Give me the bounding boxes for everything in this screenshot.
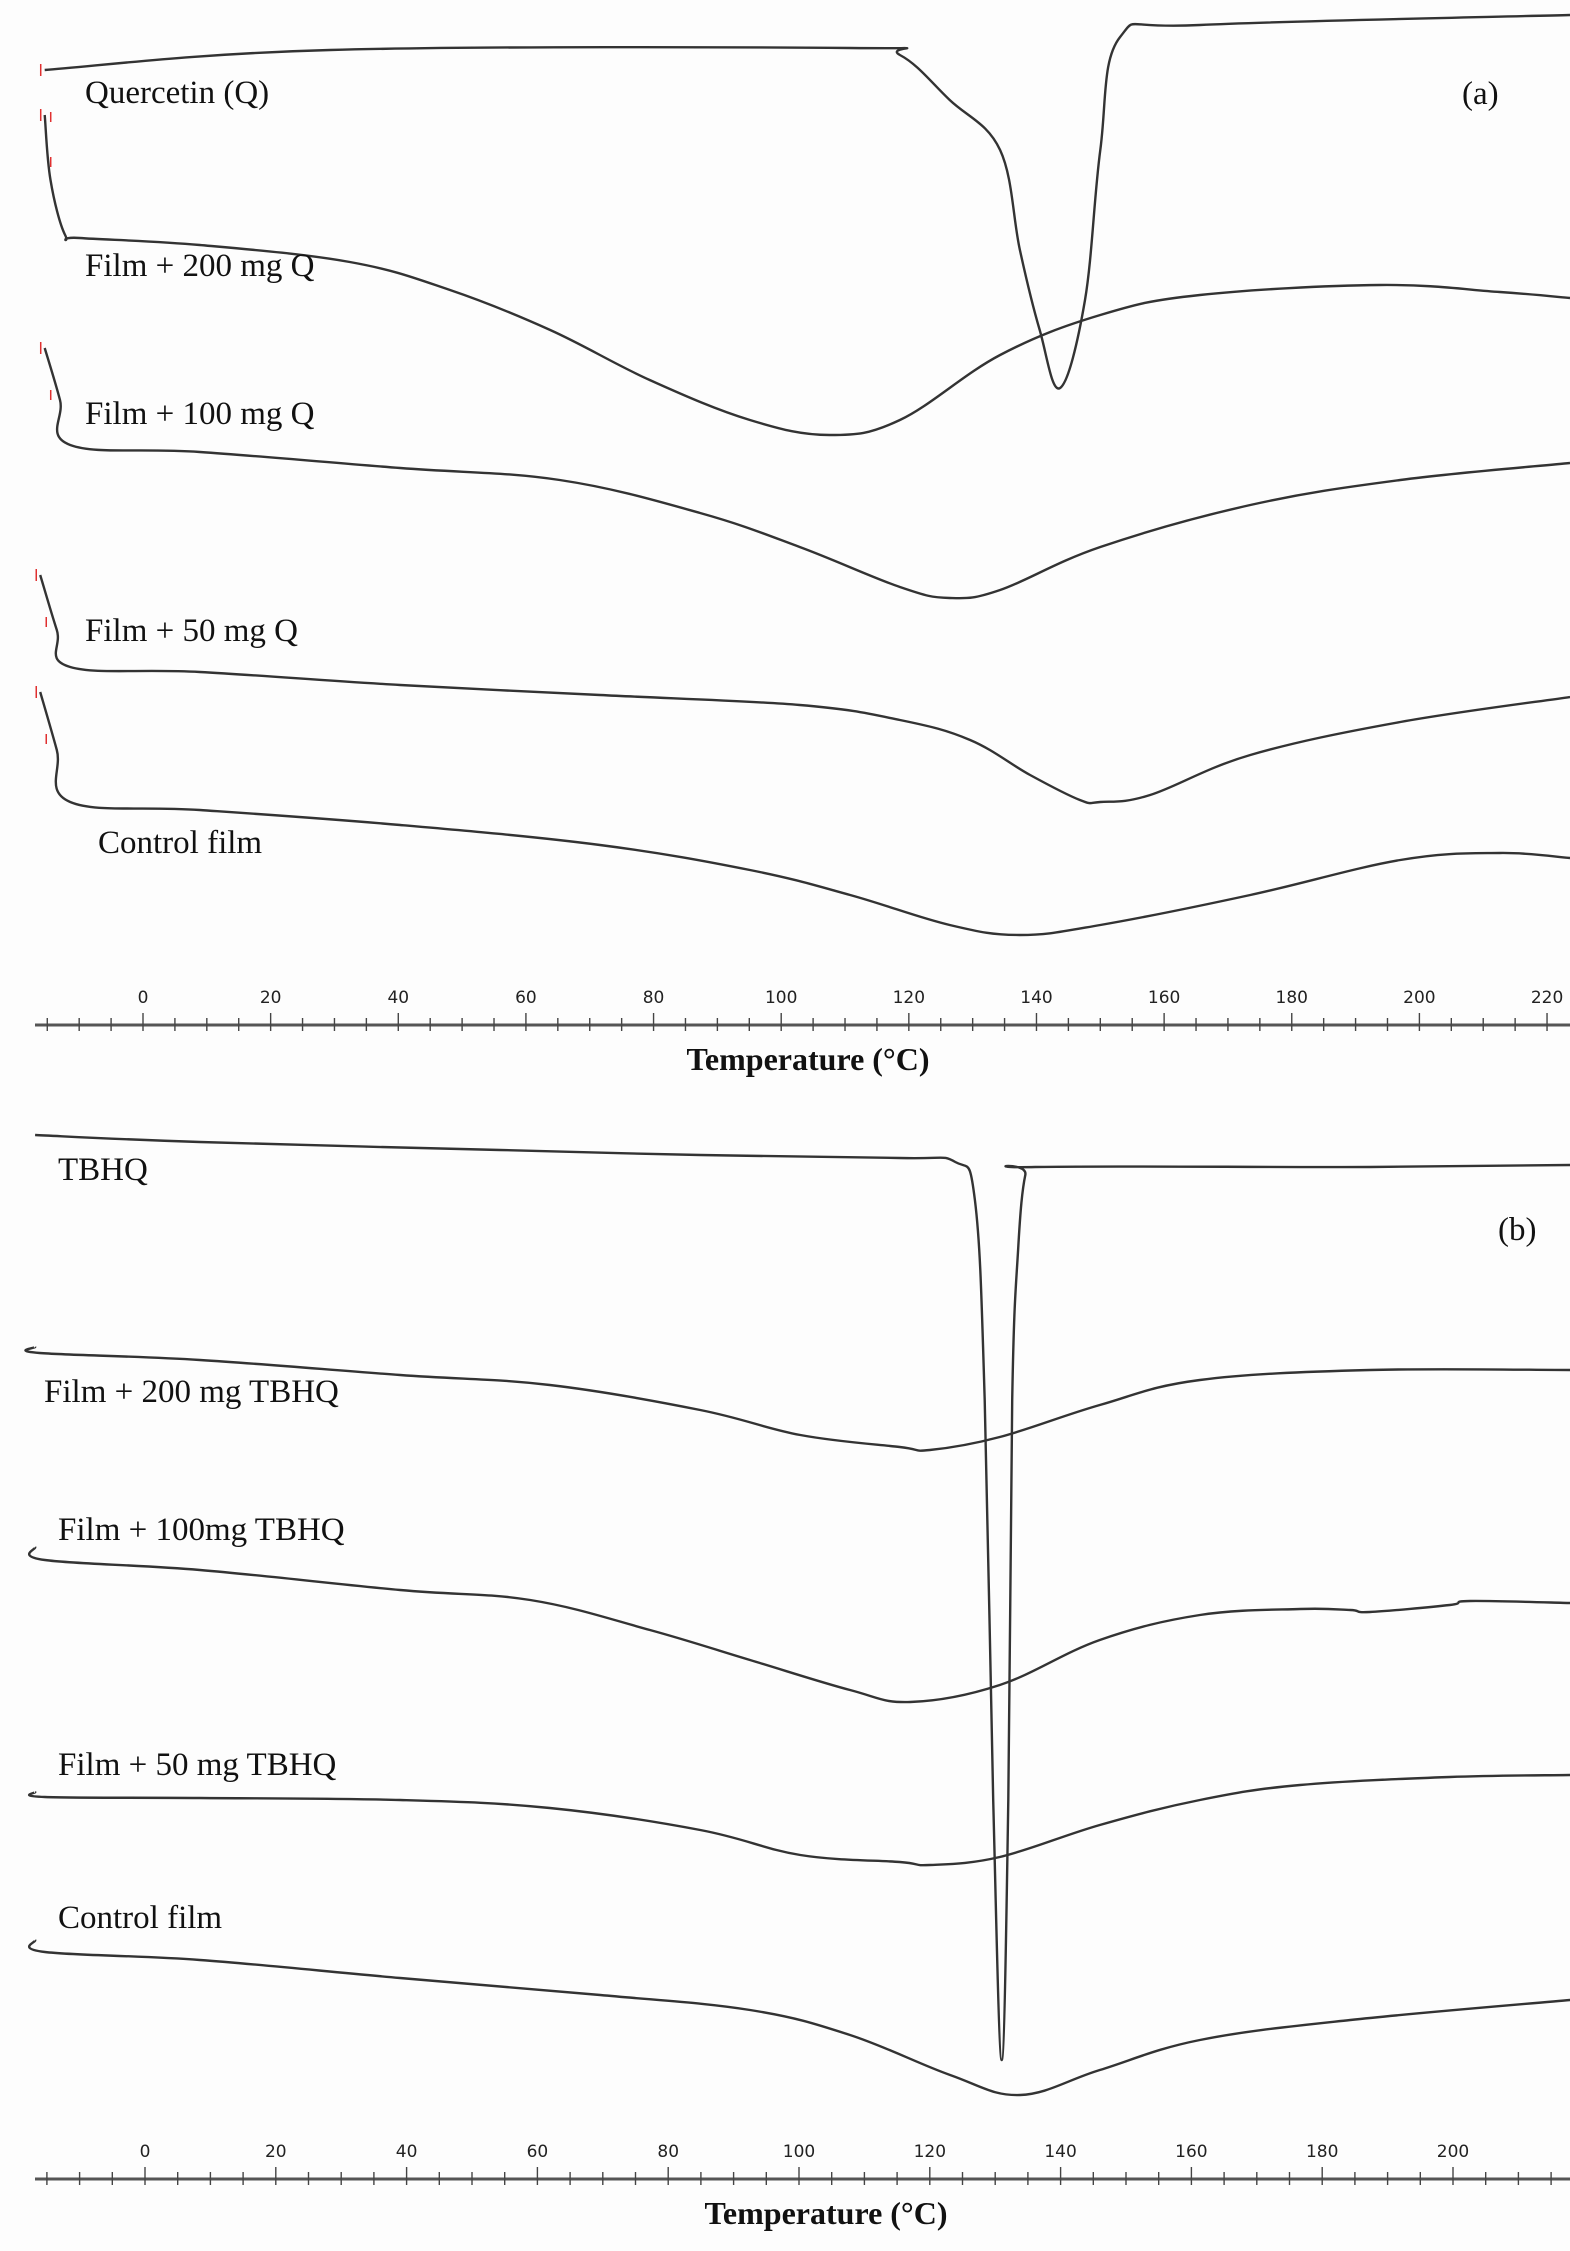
x-axis-title-b: Temperature (°C) bbox=[705, 2195, 948, 2231]
start-marker bbox=[35, 686, 47, 744]
x-tick-label: 140 bbox=[1020, 988, 1052, 1008]
x-tick-label: 100 bbox=[783, 2142, 815, 2162]
series-line-film-200-mg-q bbox=[43, 114, 1570, 437]
panel-label-a: (a) bbox=[1462, 76, 1499, 112]
x-tick-label: 60 bbox=[515, 988, 537, 1008]
curve-label-control-a: Control film bbox=[98, 825, 262, 861]
panel-a: Quercetin (Q) (a) Film + 200 mg Q Film +… bbox=[35, 13, 1570, 1077]
x-tick-label: 0 bbox=[138, 988, 149, 1008]
series-line-control-film bbox=[28, 1938, 1570, 2097]
x-axis-a: 0 20 40 60 80 100 120 140 160 180 200 220 bbox=[35, 988, 1570, 1031]
x-tick-label: 20 bbox=[265, 2142, 287, 2162]
x-tick-label: 200 bbox=[1437, 2142, 1469, 2162]
series-line-tbhq bbox=[35, 1133, 1570, 2062]
panel-b: TBHQ (b) Film + 200 mg TBHQ Film + 100mg… bbox=[24, 1133, 1570, 2231]
x-tick-label: 120 bbox=[914, 2142, 946, 2162]
curve-label-film-50q: Film + 50 mg Q bbox=[85, 613, 298, 649]
series-line-film-50-mg-tbhq bbox=[28, 1773, 1570, 1867]
x-tick-label: 40 bbox=[387, 988, 409, 1008]
start-marker bbox=[39, 342, 52, 400]
x-tick-label: 80 bbox=[643, 988, 665, 1008]
curve-label-control-b: Control film bbox=[58, 1900, 222, 1936]
series-line-film-100mg-tbhq bbox=[28, 1545, 1570, 1704]
x-tick-label: 160 bbox=[1175, 2142, 1207, 2162]
series-line-film-100-mg-q bbox=[43, 347, 1570, 600]
series-line-film-200-mg-tbhq bbox=[24, 1345, 1570, 1452]
x-tick-label: 220 bbox=[1531, 988, 1563, 1008]
curve-label-film-100tbhq: Film + 100mg TBHQ bbox=[58, 1512, 345, 1548]
x-tick-label: 200 bbox=[1403, 988, 1435, 1008]
curve-label-film-100q: Film + 100 mg Q bbox=[85, 396, 315, 432]
x-tick-label: 120 bbox=[893, 988, 925, 1008]
x-tick-label: 140 bbox=[1044, 2142, 1076, 2162]
start-marker bbox=[39, 64, 52, 122]
start-marker bbox=[39, 109, 52, 167]
x-tick-label: 60 bbox=[527, 2142, 549, 2162]
x-axis-b: 0 20 40 60 80 100 120 140 160 180 200 bbox=[35, 2142, 1570, 2185]
start-markers bbox=[35, 64, 52, 744]
x-tick-label: 100 bbox=[765, 988, 797, 1008]
x-tick-label: 180 bbox=[1276, 988, 1308, 1008]
series-line-quercetin-q- bbox=[44, 13, 1570, 390]
series-line-control-film bbox=[39, 691, 1570, 937]
curve-label-film-200tbhq: Film + 200 mg TBHQ bbox=[44, 1374, 339, 1410]
series-line-film-50-mg-q bbox=[39, 574, 1570, 805]
start-marker bbox=[35, 569, 47, 627]
x-tick-label: 0 bbox=[140, 2142, 151, 2162]
x-axis-title-a: Temperature (°C) bbox=[687, 1041, 930, 1077]
x-tick-label: 180 bbox=[1306, 2142, 1338, 2162]
curve-label-film-50tbhq: Film + 50 mg TBHQ bbox=[58, 1747, 337, 1783]
curve-label-tbhq: TBHQ bbox=[58, 1152, 148, 1188]
x-tick-label: 80 bbox=[657, 2142, 679, 2162]
x-tick-label: 40 bbox=[396, 2142, 418, 2162]
curve-label-film-200q: Film + 200 mg Q bbox=[85, 248, 315, 284]
curve-label-quercetin: Quercetin (Q) bbox=[85, 75, 269, 111]
x-tick-label: 160 bbox=[1148, 988, 1180, 1008]
x-tick-label: 20 bbox=[260, 988, 282, 1008]
panel-label-b: (b) bbox=[1498, 1212, 1536, 1248]
